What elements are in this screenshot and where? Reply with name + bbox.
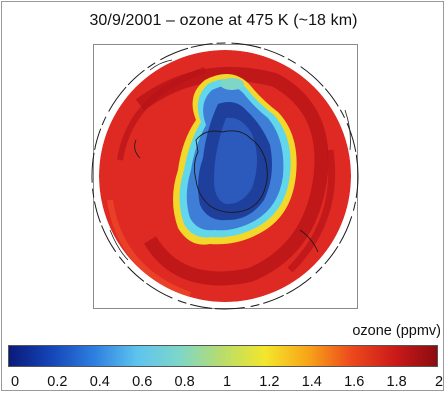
ozone-hole-inner-swirl xyxy=(214,117,257,205)
colorbar-label: ozone (ppmv) xyxy=(352,323,441,339)
colorbar-tick-label: 2 xyxy=(434,374,444,390)
ozone-field xyxy=(99,50,351,302)
colorbar-tick-label: 1.2 xyxy=(259,374,280,390)
coastline-fragment xyxy=(299,229,319,253)
colorbar-tick-label: 0 xyxy=(10,374,20,390)
dark-red-band xyxy=(135,66,329,286)
colorbar-tick-label: 0.4 xyxy=(89,374,110,390)
colorbar-tick-label: 0.6 xyxy=(132,374,153,390)
coastline-fragment xyxy=(149,59,173,71)
colorbar-tick-label: 1 xyxy=(222,374,232,390)
colorbar xyxy=(8,345,438,367)
ozone-filament xyxy=(220,78,244,90)
coastline-fragment xyxy=(344,109,351,151)
figure-title: 30/9/2001 – ozone at 475 K (~18 km) xyxy=(89,12,358,29)
coastline-outer-ring xyxy=(91,42,359,310)
colorbar-tick-label: 1.6 xyxy=(344,374,365,390)
colorbar-tick-label: 1.4 xyxy=(301,374,322,390)
dark-red-band xyxy=(287,149,336,273)
colorbar-tick-label: 0.8 xyxy=(174,374,195,390)
colorbar-tick-label: 0.2 xyxy=(47,374,68,390)
coastline-fragment xyxy=(134,139,141,159)
light-red-band xyxy=(107,199,192,298)
coastline-fragment xyxy=(109,229,129,261)
dark-red-band xyxy=(117,67,206,161)
antarctica-coastline xyxy=(193,130,268,213)
colorbar-tick-label: 1.8 xyxy=(386,374,407,390)
